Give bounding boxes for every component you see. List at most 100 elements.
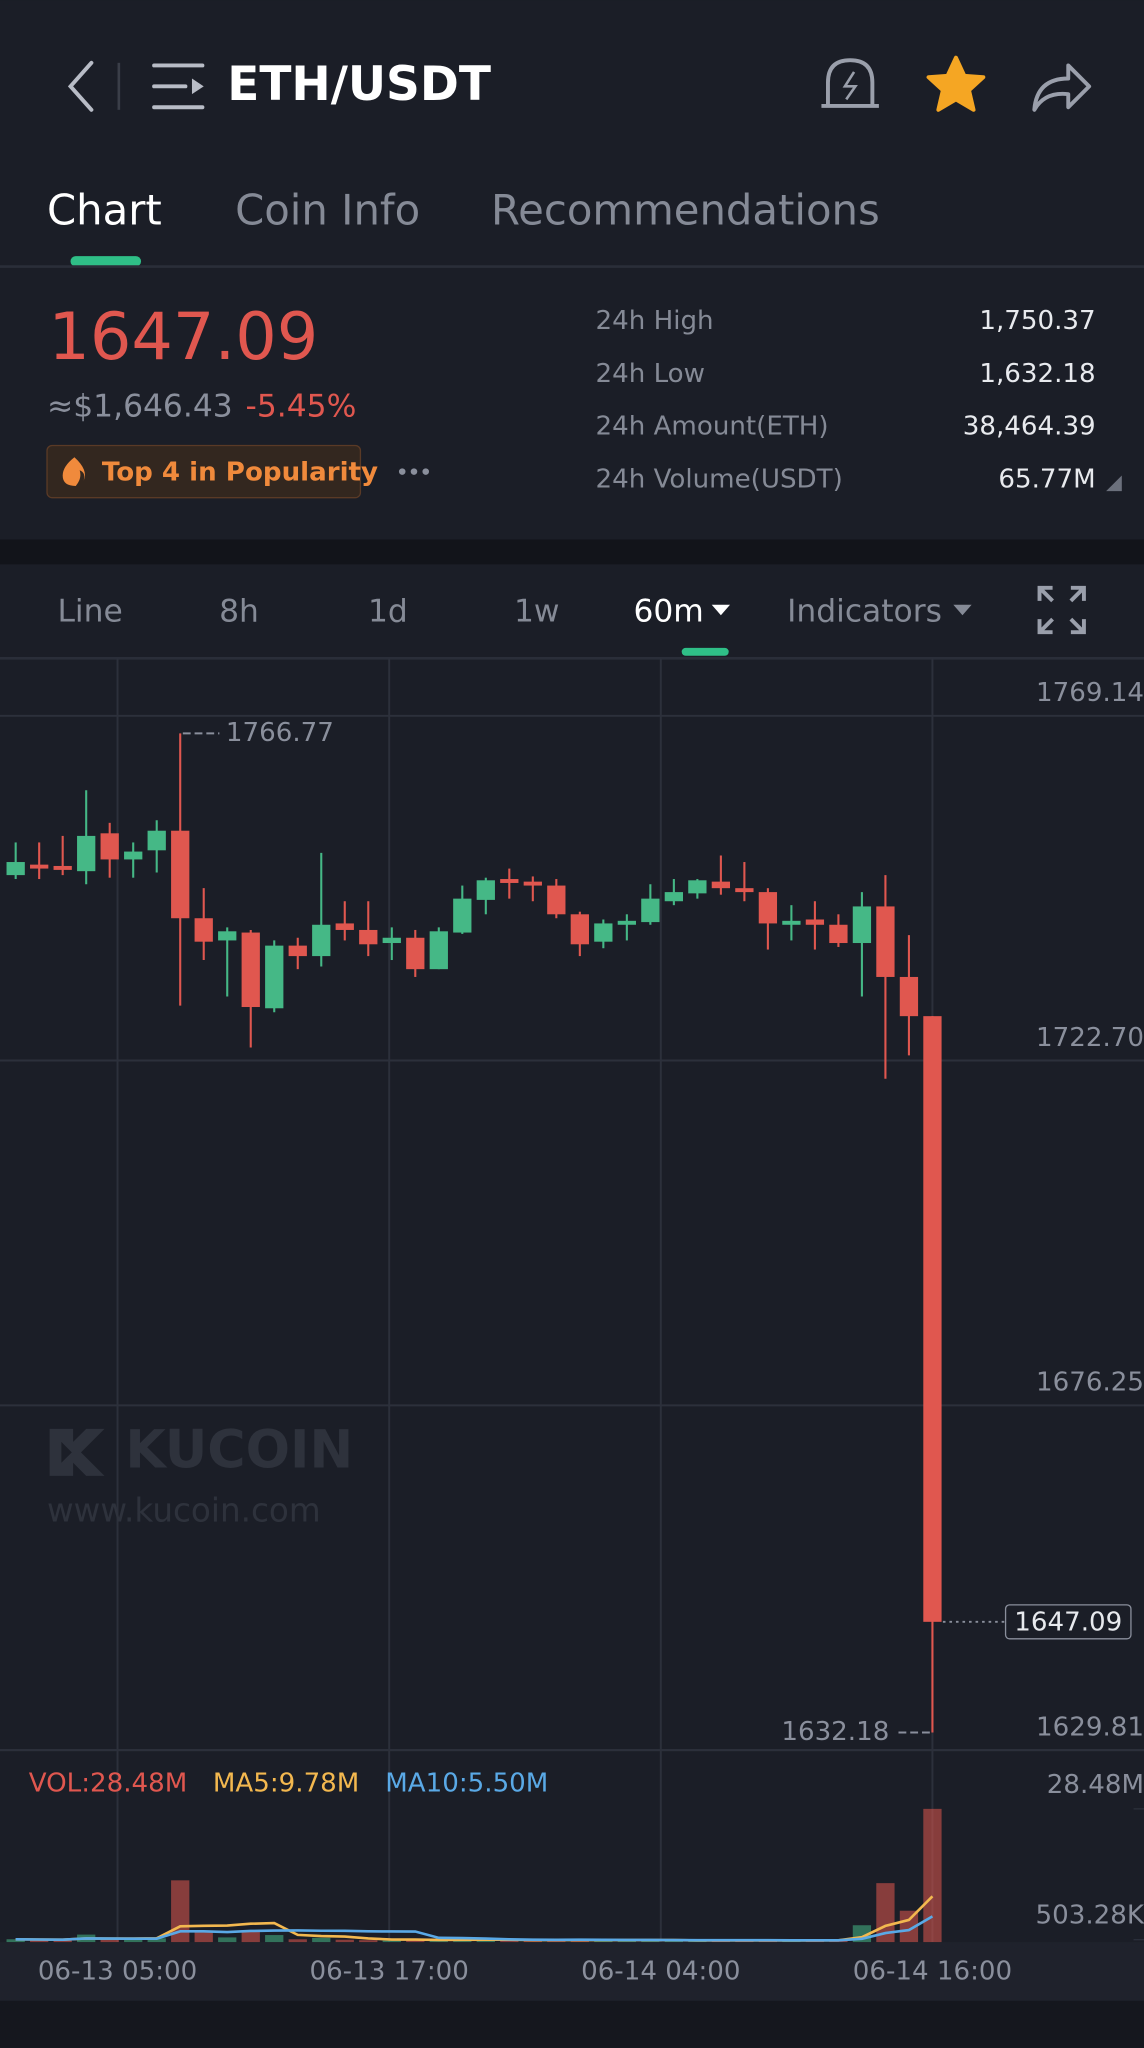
volume-bar	[265, 1935, 284, 1943]
watermark-brand: KUCOIN	[125, 1421, 353, 1481]
candle-body	[735, 888, 754, 893]
candle-body	[6, 862, 25, 876]
volume-bar	[218, 1937, 237, 1943]
y-tick-label: 1722.70	[1036, 1023, 1144, 1053]
x-tick-label: 06-14 16:00	[853, 1957, 1012, 1987]
min-label: 1632.18	[781, 1717, 889, 1747]
candle-body	[829, 924, 848, 944]
candle-body	[241, 932, 260, 1008]
candle-body	[923, 1016, 942, 1622]
volume-bar	[359, 1940, 378, 1943]
alert-button[interactable]	[821, 58, 879, 108]
dropdown-arrow	[953, 604, 972, 616]
tab[interactable]: Chart	[47, 186, 162, 235]
candle-body	[664, 892, 684, 902]
volume-bar	[523, 1940, 542, 1943]
volume-legend: MA10:5.50M	[385, 1769, 548, 1799]
x-tick-label: 06-13 17:00	[309, 1957, 468, 1987]
candle-body	[641, 898, 660, 923]
volume-bar	[100, 1938, 119, 1943]
stat-value: 1,632.18	[979, 359, 1095, 389]
candle-body	[382, 937, 401, 944]
stat-value: 65.77M	[998, 465, 1095, 495]
interval[interactable]: 1d	[368, 594, 408, 630]
candle-body	[77, 835, 96, 872]
volume-legend: VOL:28.48M	[29, 1769, 188, 1799]
candle-body	[805, 919, 825, 925]
candle-body	[124, 851, 143, 860]
volume-bar	[53, 1940, 72, 1943]
back-button[interactable]	[67, 60, 94, 112]
candle-body	[782, 920, 801, 925]
candle-body	[617, 920, 636, 925]
tab[interactable]: Coin Info	[235, 186, 420, 235]
volume-bar	[923, 1808, 942, 1943]
candle-body	[547, 885, 566, 915]
volume-bar	[312, 1937, 331, 1943]
interval[interactable]: Line	[57, 594, 122, 630]
more-button[interactable]	[398, 468, 429, 475]
popularity-badge[interactable]	[46, 444, 362, 499]
candle-body	[594, 923, 613, 942]
stat-value: 38,464.39	[963, 412, 1096, 442]
ma10-line	[15, 1915, 934, 1942]
share-button[interactable]	[1032, 63, 1092, 112]
indicators-button[interactable]: Indicators	[787, 594, 942, 630]
candle-body	[359, 929, 378, 945]
candle-body	[53, 865, 72, 870]
volume-bar	[382, 1940, 401, 1943]
candle-body	[171, 830, 190, 919]
badge-text: Top 4 in Popularity	[102, 457, 378, 487]
time-axis-band	[0, 1942, 1144, 2001]
candle-body	[218, 931, 237, 941]
volume-legend: MA5:9.78M	[213, 1769, 359, 1799]
volume-bar	[288, 1939, 307, 1943]
candle-body	[876, 906, 895, 977]
candle-body	[500, 879, 519, 883]
interval-active[interactable]: 60m	[633, 594, 703, 630]
candle-body	[899, 976, 919, 1017]
candle-body	[711, 881, 731, 889]
volume-bar	[335, 1939, 354, 1943]
candle-body	[453, 898, 472, 933]
volume-bar	[899, 1910, 919, 1943]
volume-tick-label: 28.48M	[1047, 1770, 1144, 1800]
interval[interactable]: 1w	[514, 594, 560, 630]
candle-body	[147, 830, 166, 851]
stat-label: 24h Amount(ETH)	[596, 412, 829, 442]
volume-bar	[6, 1939, 25, 1943]
x-tick-label: 06-13 05:00	[38, 1957, 197, 1987]
candle-body	[523, 881, 542, 886]
candle-body	[312, 924, 331, 957]
change-percent: -5.45%	[246, 389, 357, 425]
favorite-star[interactable]	[926, 55, 986, 112]
candle-body	[688, 880, 707, 894]
x-tick-label: 06-14 04:00	[581, 1957, 740, 1987]
stats: 24h High 1,750.37 24h Low 1,632.18 24h Amoun…	[596, 306, 1096, 495]
dropdown-arrow	[711, 604, 731, 616]
pair-title: ETH/USDT	[227, 57, 491, 112]
stat-label: 24h High	[596, 306, 714, 336]
volume-tick-label: 503.28K	[1036, 1901, 1144, 1931]
candle-body	[429, 931, 448, 970]
tab[interactable]: Recommendations	[491, 186, 880, 235]
candle-body	[30, 864, 49, 869]
menu-button[interactable]	[152, 63, 205, 110]
stat-label: 24h Volume(USDT)	[596, 465, 843, 495]
usd-price: ≈$1,646.43	[47, 389, 233, 425]
section-gap	[0, 539, 1144, 565]
candle-body	[265, 945, 284, 1009]
volume-bar	[241, 1930, 260, 1943]
watermark-url: www.kucoin.com	[47, 1491, 321, 1529]
candle-body	[852, 906, 872, 944]
volume-bar	[30, 1939, 49, 1943]
candle-body	[476, 880, 495, 900]
candle-body	[100, 833, 119, 860]
stat-value: 1,750.37	[979, 306, 1095, 336]
interval[interactable]: 8h	[219, 594, 259, 630]
fullscreen-button[interactable]	[1037, 585, 1086, 635]
fire-icon	[62, 457, 85, 486]
